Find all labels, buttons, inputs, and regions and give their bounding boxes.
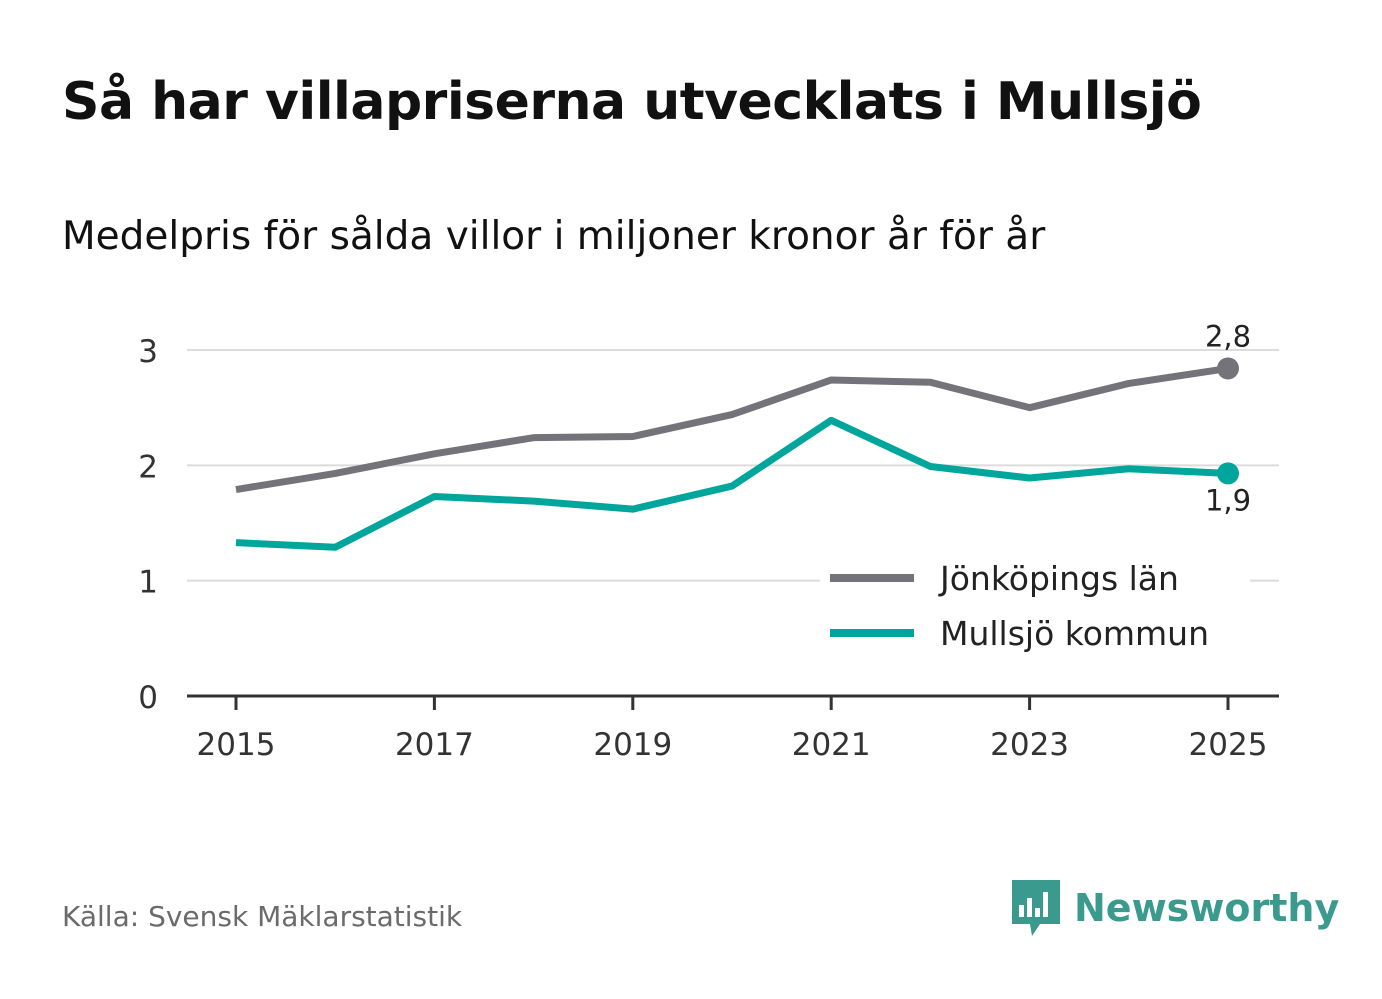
brand-logo: Newsworthy xyxy=(1010,878,1339,938)
legend-background xyxy=(820,550,1250,660)
x-tick-label: 2015 xyxy=(197,727,276,763)
y-tick-label: 1 xyxy=(138,565,158,601)
y-tick-label: 0 xyxy=(138,680,158,716)
legend-label-mullsjo: Mullsjö kommun xyxy=(940,614,1209,653)
legend: Jönköpings län Mullsjö kommun xyxy=(820,550,1250,660)
x-tick-label: 2019 xyxy=(593,727,672,763)
end-label-mullsjo: 1,9 xyxy=(1205,483,1251,517)
y-tick-label: 3 xyxy=(138,334,158,370)
legend-label-jonkoping: Jönköpings län xyxy=(938,559,1179,598)
series-line-mullsjo xyxy=(235,416,1229,551)
chart-subtitle: Medelpris för sålda villor i miljoner kr… xyxy=(62,214,1046,259)
end-label-jonkoping: 2,8 xyxy=(1205,319,1251,353)
bar-chart-speech-bubble-icon xyxy=(1012,880,1060,936)
series-lines xyxy=(235,357,1239,551)
y-tick-label: 2 xyxy=(138,449,158,485)
axes: 0 1 2 3 2015 2017 2019 2021 2023 2025 xyxy=(138,334,1279,763)
x-tick-label: 2021 xyxy=(792,727,871,763)
data-labels: 2,8 1,9 xyxy=(1205,319,1251,517)
source-note: Källa: Svensk Mäklarstatistik xyxy=(62,900,463,933)
series-line-jonkoping xyxy=(235,364,1229,494)
end-point-mullsjo xyxy=(1217,462,1239,485)
x-tick-label: 2023 xyxy=(990,727,1069,763)
brand-name: Newsworthy xyxy=(1074,886,1340,930)
x-tick-label: 2017 xyxy=(395,727,474,763)
page-title: Så har villapriserna utvecklats i Mullsj… xyxy=(62,72,1202,132)
x-tick-label: 2025 xyxy=(1189,727,1268,763)
end-point-jonkoping xyxy=(1217,357,1239,380)
